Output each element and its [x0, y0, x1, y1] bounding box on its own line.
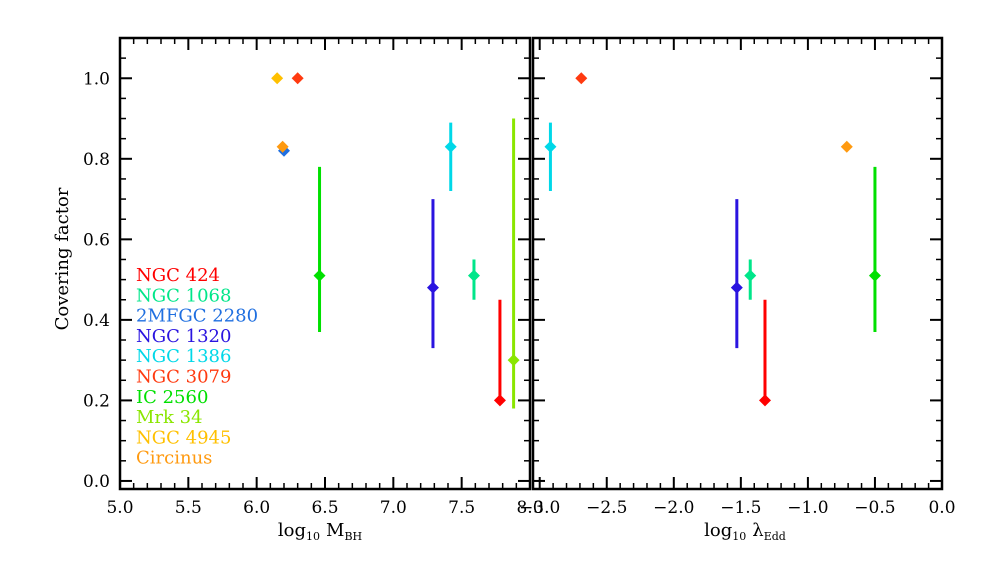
y-tick-label-0: 0.0 — [83, 472, 110, 492]
x-axis-label-right-sub10: 10 — [732, 530, 746, 543]
data-point-0-0 — [493, 394, 506, 407]
y-tick-label-5: 1.0 — [83, 69, 110, 89]
data-layer — [271, 72, 881, 409]
x-axis-label-right-log: log — [704, 520, 732, 541]
x-axis-label-left-subbh: BH — [344, 530, 362, 543]
y-tick-label-3: 0.6 — [83, 230, 110, 250]
x-axis-label-right-subedd: Edd — [764, 530, 786, 543]
x-tick-label-1-3: −1.5 — [720, 498, 761, 518]
data-point-0-8 — [271, 72, 284, 85]
x-tick-label-1-2: −2.0 — [653, 498, 694, 518]
data-point-0-3 — [426, 281, 439, 294]
panel-frame-1 — [531, 36, 944, 491]
axes-layer: 5.0 5.5 6.0 6.5 7.0 7.5 8.0 0.0 0.2 0.4 0.6 0.8 1.0 −… — [83, 36, 956, 518]
x-tick-label-0-4: 7.0 — [380, 498, 407, 518]
data-point-0-4 — [444, 140, 457, 153]
data-point-0-1 — [467, 269, 480, 282]
data-point-0-6 — [313, 269, 326, 282]
x-tick-label-0-5: 7.5 — [448, 498, 475, 518]
x-axis-label-left-m: M — [326, 520, 344, 541]
data-point-1-6 — [758, 394, 771, 407]
x-tick-label-0-3: 6.5 — [311, 498, 338, 518]
legend-entry-3: NGC 1320 — [136, 326, 231, 347]
legend-entry-7: Mrk 34 — [136, 407, 203, 428]
legend-entry-8: NGC 4945 — [136, 427, 231, 448]
legend-entry-6: IC 2560 — [136, 387, 208, 408]
y-tick-label-4: 0.8 — [83, 150, 110, 170]
data-point-1-5 — [744, 269, 757, 282]
data-point-1-4 — [730, 281, 743, 294]
legend-entry-9: Circinus — [136, 448, 212, 469]
data-point-0-9 — [276, 140, 289, 153]
x-axis-label-right-lambda: λ — [752, 520, 763, 541]
data-point-1-2 — [840, 140, 853, 153]
x-tick-label-0-0: 5.0 — [106, 498, 133, 518]
legend-entry-0: NGC 424 — [136, 265, 220, 286]
data-point-0-7 — [507, 354, 520, 367]
x-tick-label-0-2: 6.0 — [243, 498, 270, 518]
data-point-0-5 — [291, 72, 304, 85]
x-tick-label-1-4: −1.0 — [787, 498, 828, 518]
y-tick-label-2: 0.4 — [83, 311, 110, 331]
legend-entry-1: NGC 1068 — [136, 285, 231, 306]
x-tick-label-1-1: −2.5 — [586, 498, 627, 518]
x-axis-label-left-sub10: 10 — [306, 530, 320, 543]
x-axis-label-left-log: log — [278, 520, 306, 541]
legend-entry-4: NGC 1386 — [136, 346, 231, 367]
x-tick-label-0-6: 8.0 — [516, 498, 543, 518]
data-point-1-3 — [868, 269, 881, 282]
axis-labels: Covering factor log10 MBH log10 λEdd — [52, 187, 786, 543]
x-tick-label-1-6: 0.0 — [928, 498, 955, 518]
legend-entry-2: 2MFGC 2280 — [136, 306, 258, 327]
x-tick-label-1-5: −0.5 — [854, 498, 895, 518]
x-axis-label-right: log10 λEdd — [704, 520, 786, 543]
x-tick-label-0-1: 5.5 — [175, 498, 202, 518]
y-axis-label: Covering factor — [52, 187, 73, 330]
data-point-1-0 — [575, 72, 588, 85]
x-tick-label-1-0: −3.0 — [519, 498, 560, 518]
data-point-1-1 — [544, 140, 557, 153]
legend-entry-5: NGC 3079 — [136, 367, 231, 388]
x-axis-label-left: log10 MBH — [278, 520, 362, 543]
y-tick-label-1: 0.2 — [83, 391, 110, 411]
